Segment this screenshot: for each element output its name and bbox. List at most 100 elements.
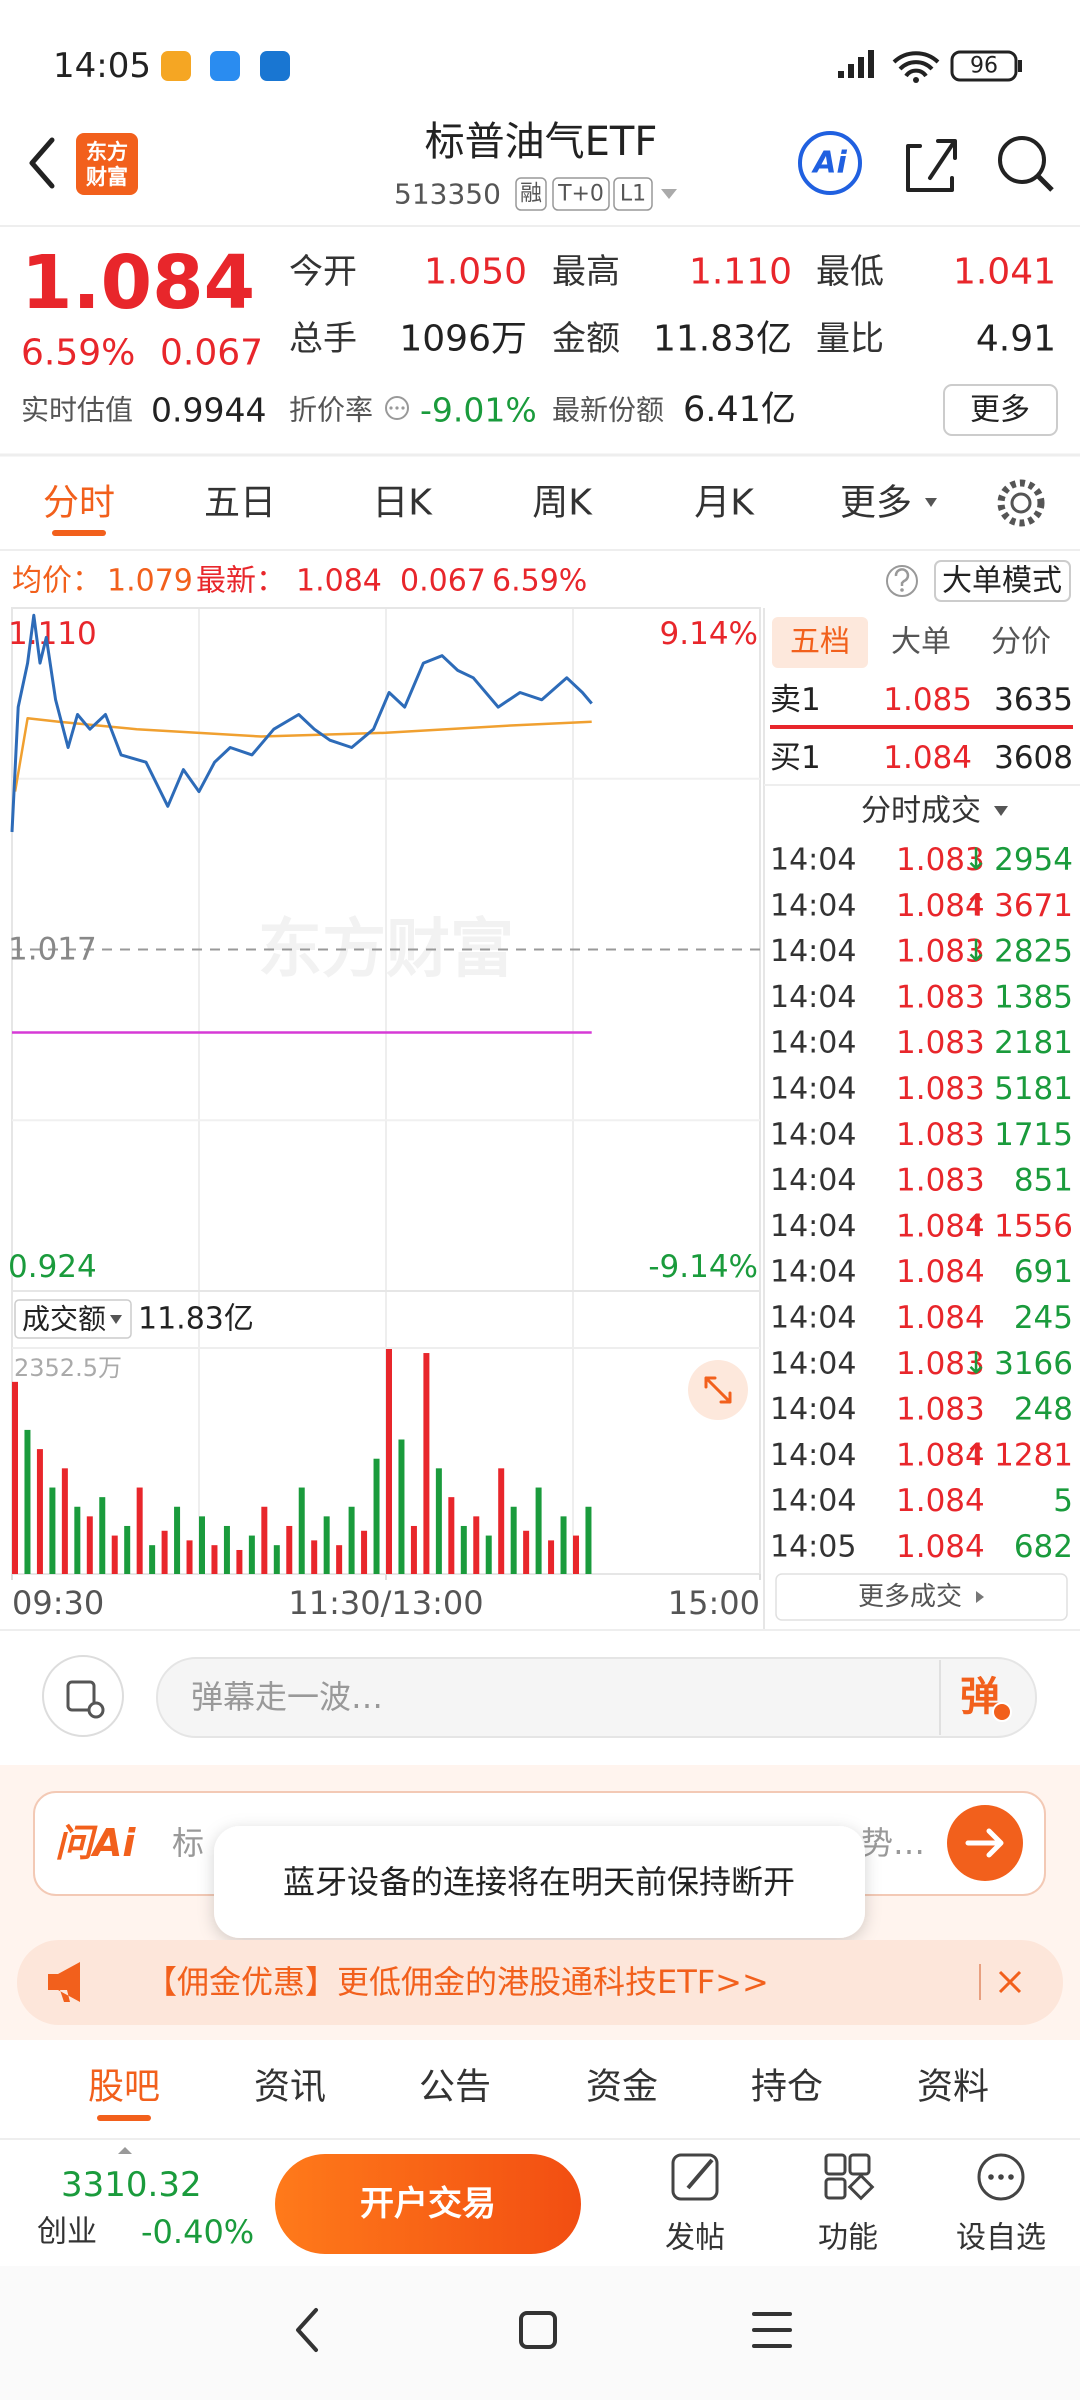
trade-time: 14:05 (770, 1530, 856, 1565)
watchlist-icon[interactable] (977, 2153, 1025, 2201)
orderbook-tab[interactable]: 大单 (891, 625, 951, 660)
content-tab[interactable]: 股吧 (88, 2067, 160, 2108)
danmaku-settings[interactable] (42, 1655, 124, 1737)
nav-back[interactable] (296, 2308, 318, 2352)
content-tab[interactable]: 资金 (586, 2067, 658, 2108)
y-tick-label: 1.110 (8, 616, 97, 652)
share-button[interactable] (906, 139, 957, 192)
trade-time: 14:04 (770, 1484, 856, 1519)
wifi-dot (913, 77, 919, 83)
expand-icon (704, 1376, 732, 1404)
index-name[interactable]: 创业 (37, 2215, 97, 2250)
search-button[interactable] (998, 136, 1046, 184)
index-change[interactable]: -0.40% (141, 2213, 254, 2251)
help-icon[interactable] (886, 565, 918, 597)
orderbook-tab[interactable]: 分价 (991, 625, 1051, 660)
nav-home[interactable] (519, 2311, 557, 2349)
more-trades-button[interactable] (775, 1573, 1068, 1621)
volume-bar (211, 1545, 218, 1574)
volume-bar (410, 1525, 417, 1574)
chart-tab[interactable]: 分时 (43, 483, 115, 524)
watchlist-dot (1008, 2174, 1014, 2180)
content-tab-underline (97, 2115, 151, 2121)
trade-price: 1.083 (896, 1071, 985, 1107)
fund-code: 513350 (394, 178, 501, 211)
trade-price: 1.083 (896, 1117, 985, 1153)
stat-label: 最低 (816, 252, 884, 292)
info-icon[interactable] (385, 396, 409, 420)
code-dropdown[interactable] (661, 189, 677, 199)
trade-button[interactable] (275, 2154, 581, 2254)
badge: L1 (620, 182, 646, 207)
back-button[interactable] (29, 137, 55, 189)
chart-tab[interactable]: 周K (532, 483, 593, 524)
trade-volume: 1715 (994, 1117, 1073, 1153)
promo-close[interactable] (998, 1970, 1022, 1994)
action-label[interactable]: 功能 (818, 2221, 878, 2256)
trade-price: 1.084 (896, 1254, 985, 1290)
trade-time: 14:04 (770, 1255, 856, 1290)
trade-button-label[interactable]: 开户交易 (360, 2184, 496, 2224)
big-order-label[interactable]: 大单模式 (942, 564, 1062, 599)
volume-bar (585, 1506, 592, 1574)
trade-price: 1.083 (896, 934, 985, 970)
volume-bar (336, 1545, 343, 1574)
promo-text[interactable]: 【佣金优惠】更低佣金的港股通科技ETF>> (145, 1963, 769, 2001)
volume-dropdown (110, 1315, 122, 1324)
trade-time: 14:04 (770, 1346, 856, 1381)
volume-bar (186, 1540, 193, 1574)
index-collapse[interactable] (118, 2147, 132, 2154)
index-value[interactable]: 3310.32 (61, 2165, 202, 2205)
trades-title[interactable]: 分时成交 (861, 794, 981, 829)
trade-volume: 5 (1053, 1483, 1073, 1519)
settings-button[interactable] (997, 479, 1045, 527)
clock: 14:05 (53, 46, 151, 86)
function-icon[interactable] (848, 2153, 871, 2176)
volume-bar (149, 1545, 156, 1574)
nav-bar (0, 2266, 1080, 2400)
post-icon[interactable] (671, 2153, 719, 2201)
danmaku-input[interactable] (156, 1657, 1037, 1738)
content-tab[interactable]: 公告 (419, 2067, 491, 2108)
chart-tab[interactable]: 更多 (840, 483, 912, 524)
danmaku-placeholder[interactable]: 弹幕走一波… (191, 1678, 383, 1716)
level-price: 1.085 (883, 682, 972, 718)
big-order-button[interactable] (934, 560, 1071, 602)
volume-bar (386, 1348, 392, 1574)
action-label[interactable]: 设自选 (956, 2221, 1046, 2256)
volume-selector[interactable] (14, 1299, 132, 1339)
chart-tab[interactable]: 月K (694, 483, 755, 524)
action-label[interactable]: 发帖 (665, 2221, 725, 2256)
volume-bar (36, 1449, 43, 1574)
more-button[interactable] (943, 384, 1058, 436)
chart-tab[interactable]: 日K (372, 483, 433, 524)
stat-value: 11.83亿 (653, 319, 792, 360)
ai-button[interactable] (798, 131, 862, 195)
megaphone-icon (48, 1962, 80, 2002)
app-logo[interactable] (76, 133, 138, 195)
function-icon[interactable] (824, 2177, 847, 2200)
wifi-icon (892, 51, 940, 78)
volume-bar (286, 1525, 293, 1574)
help-glyph (894, 568, 910, 586)
more-label[interactable]: 更多 (970, 393, 1030, 428)
trade-volume: 3166 (994, 1346, 1073, 1382)
promo-banner[interactable] (17, 1940, 1063, 2025)
content-tab[interactable]: 资讯 (254, 2067, 326, 2108)
volume-header[interactable]: 成交额 (22, 1303, 106, 1336)
more-trades-label[interactable]: 更多成交 (858, 1582, 962, 1612)
trade-volume: 2825 (994, 934, 1073, 970)
volume-bar (111, 1535, 118, 1574)
volume-bar (273, 1545, 280, 1574)
ask-ai-text: 势… (861, 1824, 925, 1862)
chart-tab[interactable]: 五日 (204, 483, 276, 524)
signal-bar (868, 50, 874, 78)
volume-bar (161, 1530, 168, 1574)
function-icon[interactable] (824, 2153, 847, 2176)
more-trades-arrow (976, 1591, 984, 1603)
more-dropdown[interactable] (925, 498, 937, 507)
ai-label[interactable]: Ai (811, 146, 847, 181)
content-tab[interactable]: 资料 (917, 2067, 989, 2108)
orderbook-tab[interactable]: 五档 (790, 625, 850, 660)
content-tab[interactable]: 持仓 (751, 2067, 823, 2108)
